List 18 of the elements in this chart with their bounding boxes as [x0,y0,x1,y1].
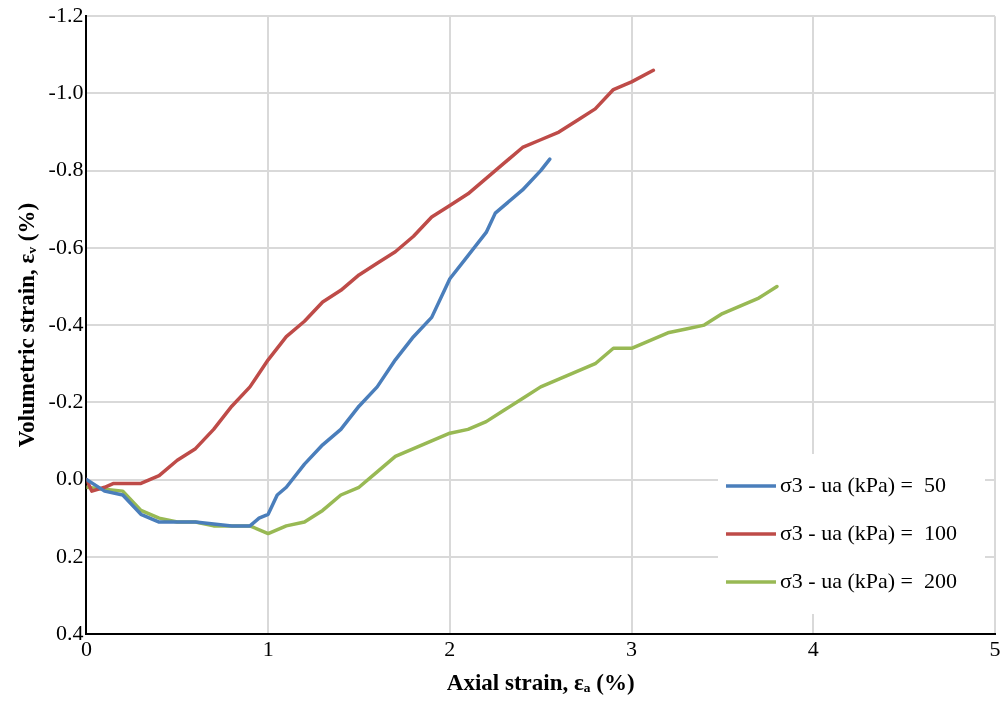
y-tick-label: -0.8 [48,156,84,182]
y-tick-label: 0.0 [55,465,84,491]
y-axis-title: Volumetric strain, εᵥ (%) [13,202,39,448]
x-tick-label: 2 [444,635,456,661]
y-tick-label: 0.2 [55,542,84,568]
x-tick-label: 4 [807,635,819,661]
x-tick-label: 5 [989,635,1001,661]
y-tick-label: -0.6 [48,233,84,259]
legend-label: σ3 - ua (kPa) = 200 [779,567,958,593]
y-tick-label: -0.2 [48,388,84,414]
legend-label: σ3 - ua (kPa) = 100 [779,519,958,545]
y-tick-label: -1.2 [48,1,84,27]
x-axis-title: Axial strain, εₐ (%) [446,670,635,696]
legend-label: σ3 - ua (kPa) = 50 [779,471,947,497]
x-tick-label: 1 [262,635,274,661]
x-tick-label: 3 [626,635,638,661]
y-tick-label: -1.0 [48,79,84,105]
y-tick-label: -0.4 [48,310,84,336]
